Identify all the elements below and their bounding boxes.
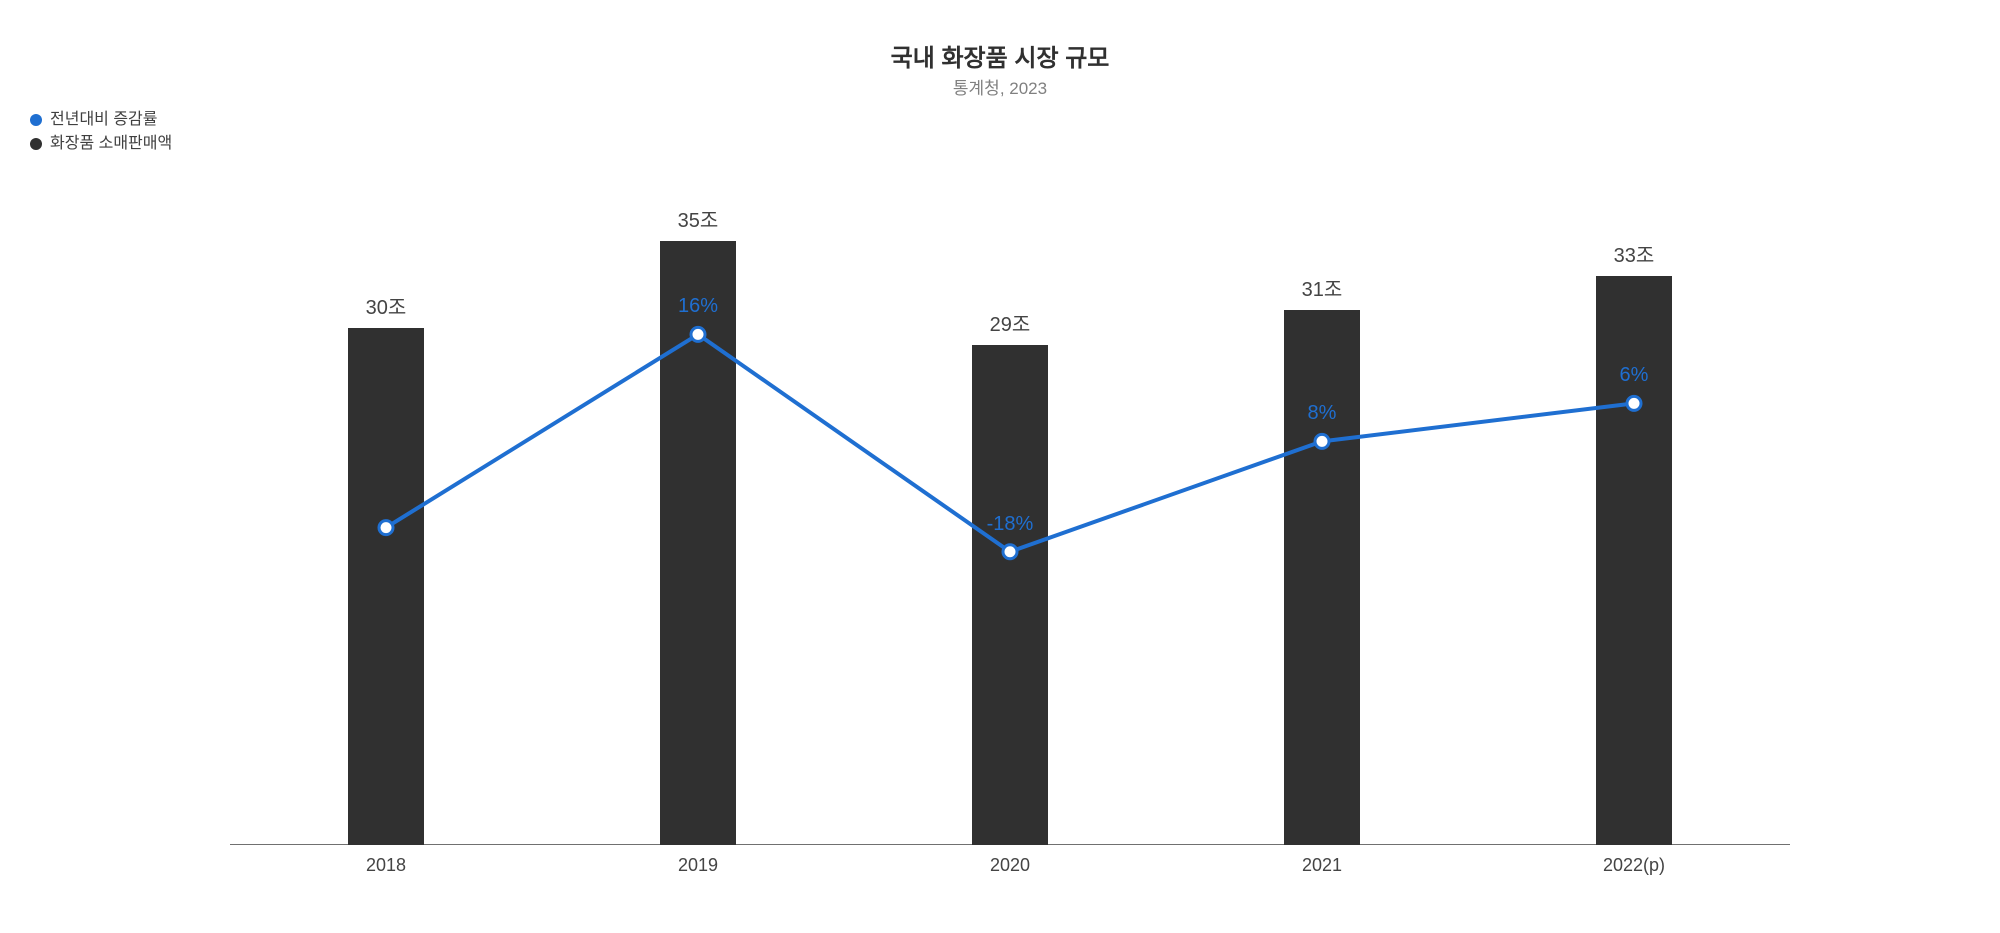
bar-value-label: 29조 (990, 308, 1031, 337)
line-value-label: 8% (1308, 402, 1337, 425)
x-axis-tick-label: 2020 (990, 845, 1030, 876)
line-value-label: 16% (678, 295, 718, 318)
legend-dot-icon (30, 138, 42, 150)
legend-item-bar: 화장품 소매판매액 (30, 132, 172, 156)
chart-title: 국내 화장품 시장 규모 (0, 38, 2000, 73)
bar-value-label: 35조 (678, 204, 719, 233)
bar-value-label: 33조 (1614, 239, 1655, 268)
bar-value-label: 30조 (366, 291, 407, 320)
x-axis-tick-label: 2019 (678, 845, 718, 876)
line-value-label: 6% (1620, 364, 1649, 387)
chart-subtitle: 통계청, 2023 (0, 74, 2000, 99)
line-marker (1003, 545, 1017, 559)
x-axis-tick-label: 2021 (1302, 845, 1342, 876)
line-marker (1627, 396, 1641, 410)
legend-label: 전년대비 증감률 (50, 108, 158, 132)
plot-area: 16%-18%8%6% 30조35조29조31조33조 201820192020… (230, 155, 1790, 845)
bar-value-label: 31조 (1302, 273, 1343, 302)
x-axis-tick-label: 2018 (366, 845, 406, 876)
legend-item-line: 전년대비 증감률 (30, 108, 172, 132)
line-marker (691, 327, 705, 341)
line-marker (379, 521, 393, 535)
chart-root: 국내 화장품 시장 규모 통계청, 2023 전년대비 증감률 화장품 소매판매… (0, 0, 2000, 933)
line-value-label: -18% (987, 513, 1034, 536)
legend-dot-icon (30, 114, 42, 126)
line-marker (1315, 434, 1329, 448)
legend: 전년대비 증감률 화장품 소매판매액 (30, 108, 172, 156)
x-axis-tick-label: 2022(p) (1603, 845, 1665, 876)
legend-label: 화장품 소매판매액 (50, 132, 172, 156)
line-layer (230, 155, 1790, 845)
